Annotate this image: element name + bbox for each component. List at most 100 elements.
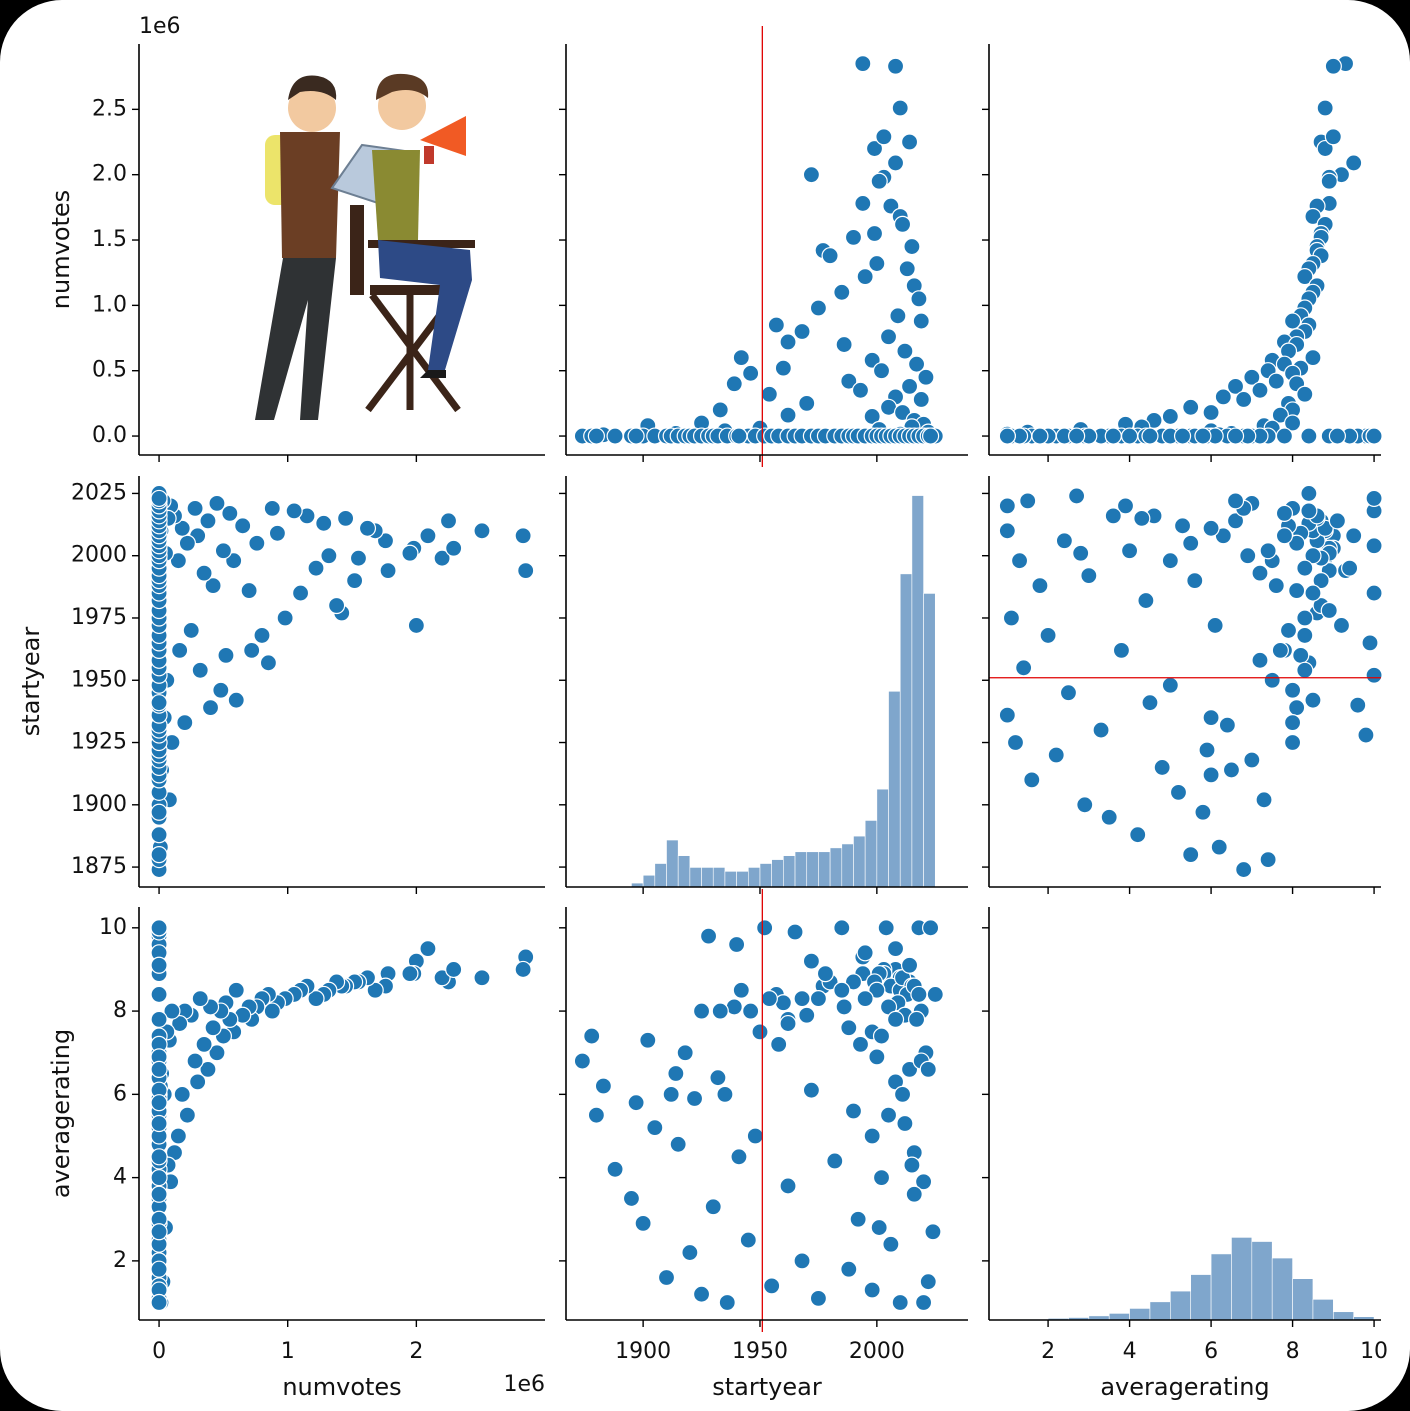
scatter-point xyxy=(856,989,874,1008)
scatter-point xyxy=(1259,850,1277,869)
scatter-point xyxy=(1304,691,1322,709)
scatter-point xyxy=(376,532,395,550)
y-tick-label: 0.0 xyxy=(92,423,127,448)
y-tick-label: 1950 xyxy=(71,667,127,692)
scatter-point xyxy=(725,375,743,393)
scatter-point xyxy=(1251,651,1269,669)
y-tick-label: 6 xyxy=(113,1081,127,1106)
scatter-point xyxy=(742,364,760,382)
scatter-point xyxy=(1092,721,1110,739)
scatter-point xyxy=(856,268,874,286)
scatter-point xyxy=(1300,427,1318,445)
scatter-point xyxy=(882,1235,900,1253)
scatter-point xyxy=(445,960,463,979)
scatter-point xyxy=(840,1019,858,1037)
x-tick-label: 10 xyxy=(1360,1339,1388,1364)
x-axis-label: startyear xyxy=(712,1373,822,1401)
scatter-point xyxy=(150,1114,168,1133)
scatter-point xyxy=(891,99,909,117)
x-tick-label: 1 xyxy=(281,1339,295,1364)
scatter-point xyxy=(1226,512,1245,530)
scatter-point xyxy=(639,1031,657,1049)
scatter-point xyxy=(1288,581,1306,600)
scatter-point xyxy=(150,1185,168,1203)
histogram-bar xyxy=(911,495,924,888)
scatter-point xyxy=(1214,388,1232,406)
scatter-point xyxy=(1345,527,1363,545)
histogram-bar xyxy=(1292,1278,1314,1321)
scatter-point xyxy=(903,237,921,256)
scatter-point xyxy=(870,1218,888,1237)
scatter-point xyxy=(856,944,874,962)
scatter-point xyxy=(1141,694,1159,712)
scatter-point xyxy=(872,1169,891,1187)
scatter-point xyxy=(150,956,168,974)
scatter-point xyxy=(1006,733,1025,752)
scatter-point xyxy=(189,1073,207,1091)
y-tick-label: 4 xyxy=(113,1165,127,1190)
scatter-panel xyxy=(573,55,944,445)
scatter-point xyxy=(1202,709,1220,727)
scatter-point xyxy=(1226,377,1245,395)
scatter-point xyxy=(912,312,930,330)
scatter-point xyxy=(1243,751,1261,769)
scatter-point xyxy=(1320,172,1338,190)
scatter-point xyxy=(1161,407,1179,426)
histogram-bar xyxy=(736,871,749,888)
scatter-point xyxy=(1039,626,1057,645)
scatter-point xyxy=(907,1010,926,1029)
scatter-point xyxy=(863,1281,881,1299)
scatter-point xyxy=(1120,427,1139,445)
scatter-point xyxy=(1068,487,1086,505)
histogram-bar xyxy=(829,847,843,888)
scatter-point xyxy=(998,706,1016,724)
scatter-point xyxy=(1161,676,1179,694)
scatter-point xyxy=(877,919,895,937)
scatter-point xyxy=(150,985,168,1004)
scatter-point xyxy=(627,1094,645,1112)
scatter-point xyxy=(833,981,851,999)
scatter-point xyxy=(910,290,928,308)
scatter-point xyxy=(840,1260,858,1278)
x-tick-label: 8 xyxy=(1286,1339,1300,1364)
scatter-point xyxy=(150,1293,168,1312)
scatter-point xyxy=(150,1223,168,1241)
scatter-point xyxy=(1198,741,1216,759)
scatter-point xyxy=(212,681,230,699)
scatter-point xyxy=(849,1210,867,1228)
histogram-bar xyxy=(677,855,691,888)
scatter-point xyxy=(770,1035,788,1053)
scatter-point xyxy=(907,355,926,373)
scatter-point xyxy=(150,1169,168,1187)
scatter-point xyxy=(872,362,891,380)
scatter-point xyxy=(263,499,281,517)
scatter-point xyxy=(573,1052,591,1070)
scatter-point xyxy=(699,927,718,945)
scatter-point xyxy=(473,969,491,987)
scatter-point xyxy=(1100,808,1118,826)
y-tick-label: 2.0 xyxy=(92,162,127,187)
scatter-point xyxy=(914,1173,933,1191)
scatter-point xyxy=(243,641,261,659)
scatter-point xyxy=(1251,381,1269,399)
scatter-point xyxy=(1341,559,1359,577)
scatter-point xyxy=(998,427,1016,445)
scatter-point xyxy=(1031,576,1049,595)
scatter-point xyxy=(150,1148,168,1166)
scatter-point xyxy=(401,544,419,562)
histogram-bar xyxy=(806,851,819,888)
scatter-point xyxy=(1002,609,1021,627)
scatter-point xyxy=(998,497,1016,515)
scatter-point xyxy=(1194,427,1212,445)
scatter-point xyxy=(676,1044,694,1062)
scatter-point xyxy=(204,576,222,595)
scatter-point xyxy=(779,333,797,351)
scatter-point xyxy=(657,1268,676,1287)
scatter-point xyxy=(1072,544,1090,562)
scatter-point xyxy=(900,377,919,395)
scatter-point xyxy=(886,1010,905,1029)
scatter-point xyxy=(919,1273,937,1291)
y-tick-label: 8 xyxy=(113,998,127,1023)
histogram-bar xyxy=(712,867,726,888)
